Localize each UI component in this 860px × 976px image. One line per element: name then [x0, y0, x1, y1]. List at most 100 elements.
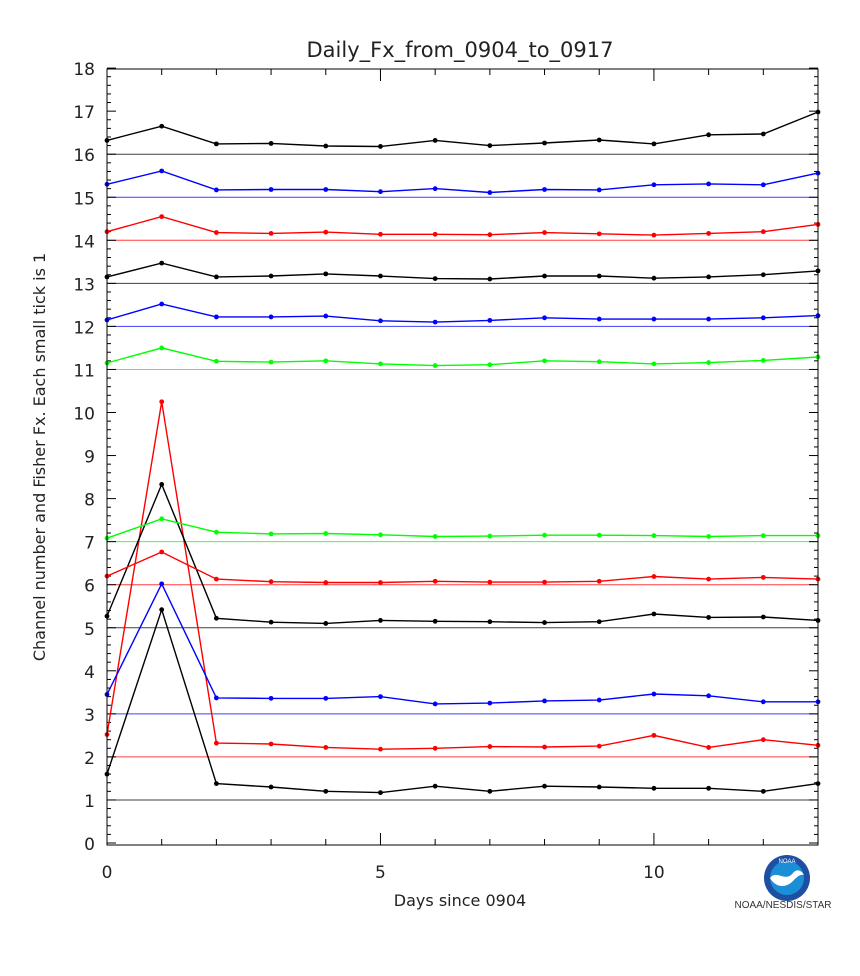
data-point: [432, 231, 438, 237]
data-point: [213, 781, 219, 786]
data-point: [432, 618, 438, 624]
y-tick-label: 9: [84, 448, 95, 468]
y-tick-label: 11: [73, 361, 95, 381]
data-point: [268, 359, 274, 365]
series-line: [106, 111, 819, 148]
data-point: [378, 694, 383, 700]
y-tick-label: 7: [84, 534, 95, 554]
data-point: [378, 273, 383, 279]
y-tick-label: 14: [73, 232, 95, 252]
data-point: [213, 314, 219, 320]
data-point: [432, 534, 438, 539]
data-point: [596, 273, 602, 279]
data-point: [323, 143, 329, 149]
data-point: [596, 231, 602, 237]
data-point: [432, 783, 438, 789]
data-point: [159, 260, 165, 266]
y-tick-label: 18: [73, 60, 95, 80]
data-point: [159, 301, 165, 307]
noaa-logo-text: NOAA: [778, 859, 795, 865]
data-point: [487, 788, 493, 794]
data-point: [159, 345, 165, 351]
y-tick-label: 13: [73, 275, 95, 295]
data-point: [268, 141, 274, 146]
data-point: [760, 699, 766, 705]
data-point: [651, 732, 657, 738]
data-point: [159, 481, 165, 487]
data-point: [378, 361, 383, 367]
data-point: [706, 181, 712, 187]
data-point: [268, 273, 274, 279]
data-point: [432, 363, 438, 368]
data-point: [542, 698, 547, 704]
data-point: [268, 695, 274, 701]
data-point: [323, 621, 329, 626]
data-point: [706, 274, 712, 280]
data-point: [487, 190, 493, 195]
data-point: [213, 230, 219, 235]
data-point: [596, 316, 602, 322]
series-line: [106, 482, 819, 625]
data-point: [760, 574, 766, 580]
series-line: [106, 215, 819, 236]
data-point: [268, 531, 274, 537]
data-point: [487, 317, 493, 323]
data-point: [596, 137, 602, 143]
y-tick-label: 0: [84, 835, 95, 855]
x-tick-label: 0: [102, 863, 113, 883]
data-point: [651, 574, 657, 579]
data-point: [706, 316, 712, 322]
data-point: [432, 319, 438, 325]
data-point: [487, 362, 493, 368]
data-point: [596, 532, 602, 538]
data-point: [378, 790, 383, 796]
x-tick-label: 5: [375, 863, 386, 883]
data-point: [760, 358, 766, 363]
data-point: [213, 141, 219, 147]
data-point: [213, 274, 219, 280]
data-point: [706, 615, 712, 620]
y-tick-label: 4: [84, 663, 95, 683]
data-point: [651, 275, 657, 281]
series-line: [106, 518, 818, 539]
data-point: [651, 691, 657, 697]
data-point: [432, 186, 438, 192]
data-point: [760, 533, 766, 539]
data-point: [213, 529, 219, 535]
data-point: [651, 361, 657, 367]
data-point: [706, 745, 712, 750]
series-line: [106, 607, 819, 794]
data-point: [542, 579, 547, 585]
data-point: [378, 318, 383, 324]
data-point: [159, 516, 165, 522]
data-point: [159, 399, 165, 405]
data-point: [323, 745, 329, 750]
data-point: [542, 744, 547, 750]
data-point: [542, 620, 547, 625]
data-point: [596, 784, 602, 790]
series-line: [106, 170, 819, 194]
data-point: [706, 534, 712, 539]
data-point: [159, 214, 165, 220]
y-tick-label: 15: [73, 189, 95, 209]
data-point: [706, 132, 712, 138]
data-point: [213, 615, 219, 621]
y-axis-label: Channel number and Fisher Fx. Each small…: [30, 253, 49, 661]
data-point: [378, 144, 383, 149]
y-tick-label: 8: [84, 491, 95, 511]
chart-title: Daily_Fx_from_0904_to_0917: [307, 38, 614, 63]
data-point: [542, 187, 547, 192]
data-point: [706, 231, 712, 236]
data-point: [760, 614, 766, 620]
data-point: [760, 788, 766, 794]
y-tick-label: 2: [84, 749, 95, 769]
y-tick-label: 16: [73, 146, 95, 166]
data-point: [323, 187, 329, 192]
data-point: [760, 272, 766, 278]
series-line: [106, 582, 818, 705]
data-point: [651, 182, 657, 188]
series-line: [106, 262, 819, 280]
data-point: [268, 741, 274, 747]
data-point: [487, 276, 493, 282]
